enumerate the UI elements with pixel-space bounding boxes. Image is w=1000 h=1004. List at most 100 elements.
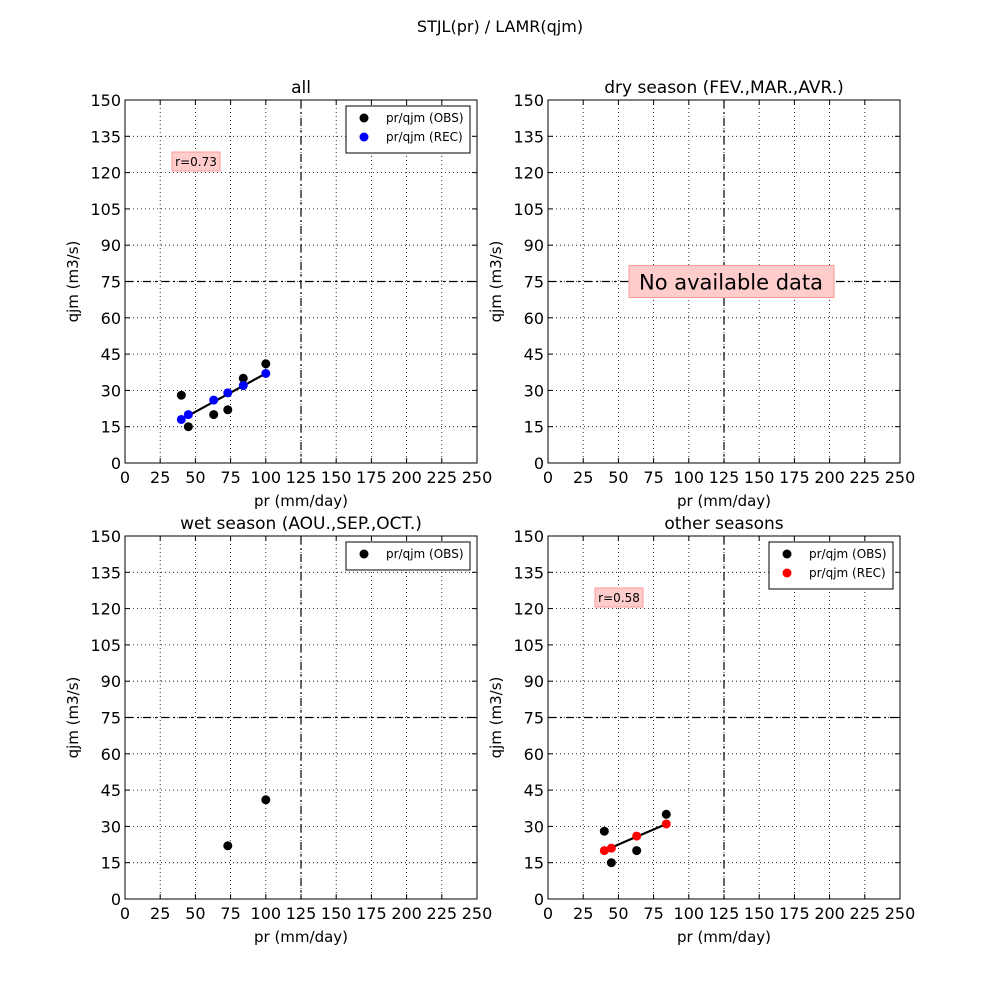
y-tick-label: 120: [90, 600, 121, 619]
data-point-obs: [632, 846, 642, 856]
y-tick-label: 150: [90, 91, 121, 110]
x-tick-label: 0: [543, 904, 553, 923]
x-tick-label: 200: [814, 468, 845, 487]
y-tick-label: 150: [513, 527, 544, 546]
y-tick-label: 45: [101, 781, 121, 800]
y-tick-label: 60: [524, 745, 544, 764]
data-point-rec: [632, 831, 642, 841]
x-tick-label: 175: [356, 468, 387, 487]
x-tick-label: 50: [608, 468, 628, 487]
legend-marker: [782, 549, 792, 559]
y-tick-label: 30: [524, 817, 544, 836]
x-tick-label: 200: [391, 904, 422, 923]
message-box: [628, 265, 835, 298]
y-axis-label: qjm (m3/s): [64, 241, 82, 323]
subplot-title: all: [291, 78, 311, 98]
x-tick-label: 100: [251, 904, 282, 923]
correlation-annotation: r=0.58: [594, 587, 644, 608]
x-tick-label: 25: [573, 468, 593, 487]
x-tick-label: 125: [286, 468, 317, 487]
subplot-3: 0 25 50 75 100 125 150 175 200 225 250015304560759…: [64, 514, 492, 946]
legend: pr/qjm (OBS) pr/qjm (REC): [768, 541, 894, 590]
data-point-obs: [261, 795, 271, 805]
y-tick-label: 90: [524, 236, 544, 255]
legend-label: pr/qjm (REC): [809, 566, 886, 580]
x-axis-label: pr (mm/day): [254, 928, 348, 946]
x-tick-label: 25: [573, 904, 593, 923]
y-tick-label: 30: [101, 381, 121, 400]
figure-title: STJL(pr) / LAMR(qjm): [416, 17, 584, 36]
y-tick-label: 45: [524, 345, 544, 364]
x-tick-label: 25: [150, 904, 170, 923]
subplot-title: dry season (FEV.,MAR.,AVR.): [604, 78, 844, 98]
y-tick-label: 60: [101, 745, 121, 764]
y-tick-label: 135: [90, 563, 121, 582]
data-point-rec: [209, 395, 219, 405]
y-tick-label: 90: [524, 672, 544, 691]
x-axis-label: pr (mm/day): [254, 492, 348, 510]
x-tick-label: 225: [427, 468, 458, 487]
y-tick-label: 105: [90, 636, 121, 655]
subplot-1: 0 25 50 75 100 125 150 175 200 225 250015304560759…: [64, 78, 492, 510]
x-tick-label: 50: [608, 904, 628, 923]
x-tick-label: 100: [674, 468, 705, 487]
x-tick-label: 150: [321, 468, 352, 487]
x-tick-label: 0: [120, 904, 130, 923]
message-text: No available data: [639, 271, 823, 295]
y-axis-label: qjm (m3/s): [64, 677, 82, 759]
legend-marker: [359, 132, 369, 142]
data-point-obs: [599, 826, 609, 836]
x-tick-label: 125: [286, 904, 317, 923]
correlation-annotation: r=0.73: [171, 151, 221, 172]
y-tick-label: 15: [101, 418, 121, 437]
x-tick-label: 25: [150, 468, 170, 487]
y-tick-label: 135: [513, 563, 544, 582]
x-tick-label: 250: [462, 904, 493, 923]
data-point-rec: [223, 388, 233, 398]
y-tick-label: 0: [111, 454, 121, 473]
x-tick-label: 250: [462, 468, 493, 487]
x-tick-label: 200: [391, 468, 422, 487]
data-point-obs: [176, 390, 186, 400]
x-tick-label: 225: [850, 904, 881, 923]
y-tick-label: 105: [513, 636, 544, 655]
data-point-obs: [661, 809, 671, 819]
subplot-4: 0 25 50 75 100 125 150 175 200 225 250015304560759…: [487, 514, 915, 946]
x-tick-label: 75: [220, 468, 240, 487]
y-tick-label: 150: [90, 527, 121, 546]
subplot-title: wet season (AOU.,SEP.,OCT.): [180, 514, 422, 534]
x-tick-label: 100: [251, 468, 282, 487]
y-tick-label: 60: [524, 309, 544, 328]
x-tick-label: 225: [427, 904, 458, 923]
y-tick-label: 0: [111, 890, 121, 909]
y-tick-label: 30: [524, 381, 544, 400]
data-point-obs: [223, 405, 233, 415]
data-point-obs: [238, 373, 248, 383]
legend-frame: [345, 105, 471, 154]
x-tick-label: 175: [356, 904, 387, 923]
data-point-rec: [238, 381, 248, 391]
no-data-message: No available data: [628, 265, 835, 298]
y-tick-label: 90: [101, 672, 121, 691]
x-tick-label: 200: [814, 904, 845, 923]
y-tick-label: 105: [513, 200, 544, 219]
data-point-rec: [599, 846, 609, 856]
x-tick-label: 50: [185, 468, 205, 487]
regression-line: [180, 372, 267, 421]
x-tick-label: 175: [779, 468, 810, 487]
x-tick-label: 225: [850, 468, 881, 487]
y-tick-label: 90: [101, 236, 121, 255]
y-tick-label: 15: [101, 854, 121, 873]
legend-frame: [768, 541, 894, 590]
x-tick-label: 175: [779, 904, 810, 923]
y-tick-label: 135: [90, 127, 121, 146]
y-tick-label: 45: [101, 345, 121, 364]
x-tick-label: 0: [543, 468, 553, 487]
annotation-text: r=0.73: [175, 155, 217, 169]
y-tick-label: 30: [101, 817, 121, 836]
x-tick-label: 250: [885, 468, 916, 487]
x-tick-label: 150: [744, 904, 775, 923]
x-tick-label: 75: [220, 904, 240, 923]
